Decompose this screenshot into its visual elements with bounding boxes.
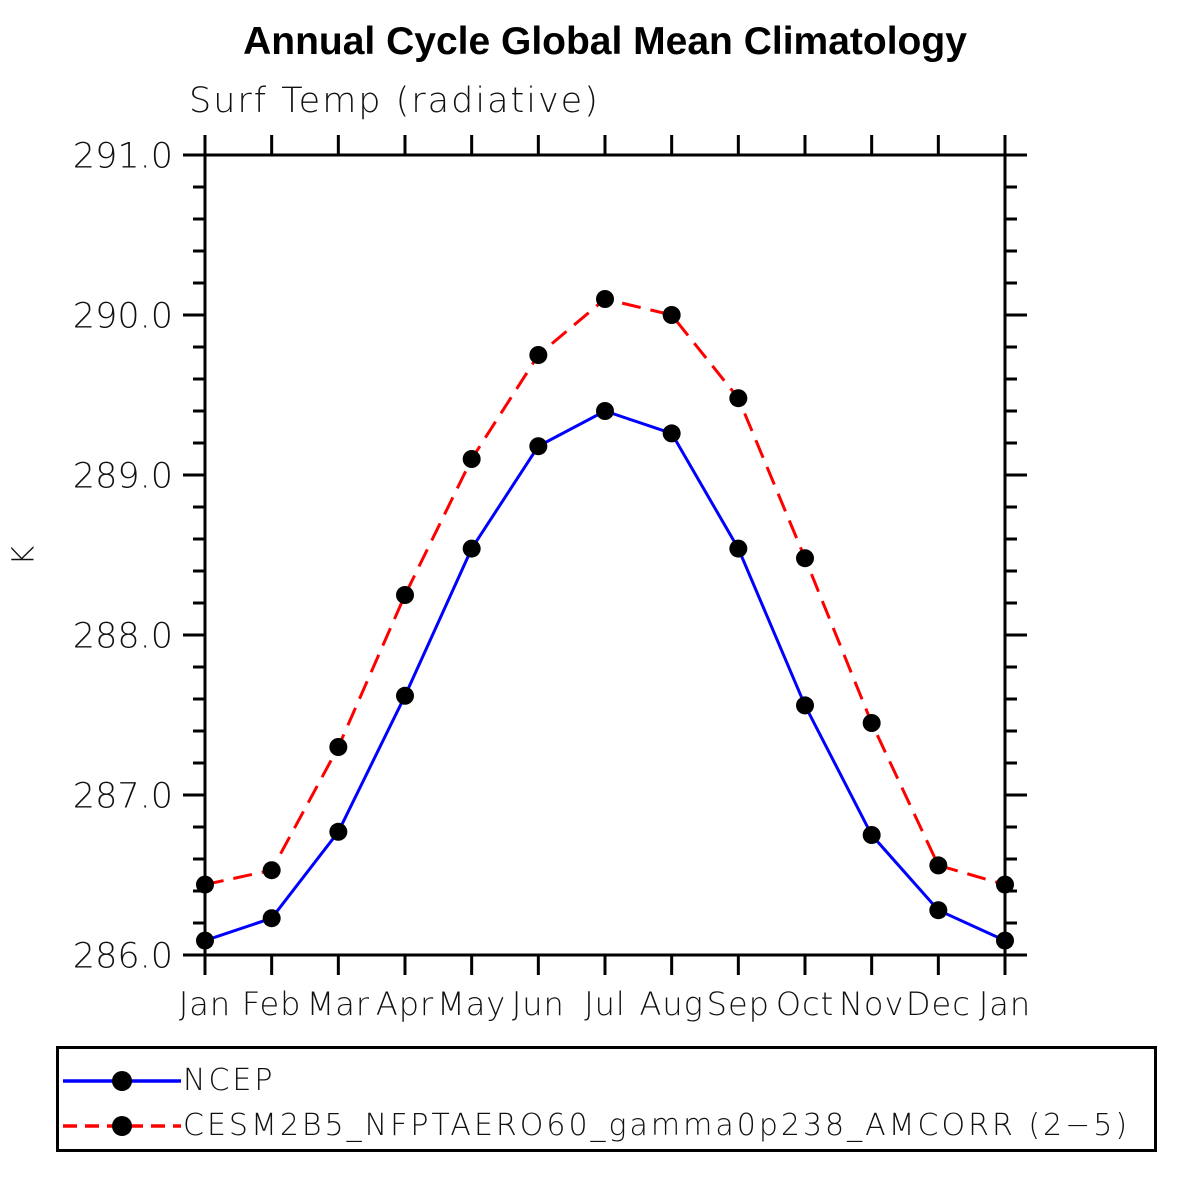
x-tick-label: Jan (979, 985, 1031, 1023)
y-axis-ticks (183, 153, 1027, 957)
x-tick-label: Aug (639, 985, 703, 1023)
legend-label-cesm: CESM2B5_NFPTAERO60_gamma0p238_AMCORR (2−… (183, 1108, 1131, 1143)
x-tick-label: Feb (242, 985, 302, 1023)
x-tick-label: Jul (584, 985, 626, 1023)
y-tick-label: 290.0 (73, 297, 173, 337)
legend-label-ncep: NCEP (183, 1063, 276, 1098)
x-tick-label: Jan (179, 985, 231, 1023)
series-line-1 (204, 297, 1006, 887)
y-tick-label: 287.0 (73, 777, 173, 817)
y-tick-label: 291.0 (73, 137, 173, 177)
legend-item-cesm: CESM2B5_NFPTAERO60_gamma0p238_AMCORR (2−… (59, 1104, 1154, 1147)
x-axis-ticks (203, 135, 1007, 975)
chart-subtitle: Surf Temp (radiative) (189, 81, 600, 121)
plot-frame (203, 153, 1007, 957)
legend-line-sample-solid (63, 1070, 181, 1091)
x-tick-label: Oct (776, 985, 834, 1023)
legend-line-sample-dashed (63, 1115, 181, 1136)
x-tick-label: Dec (906, 985, 971, 1023)
chart-title: Annual Cycle Global Mean Climatology (243, 20, 967, 63)
series-markers-1 (196, 290, 1014, 894)
y-tick-label: 289.0 (73, 457, 173, 497)
legend-item-ncep: NCEP (59, 1059, 1154, 1102)
x-tick-label: Apr (376, 985, 434, 1023)
series-line-0 (204, 409, 1006, 943)
y-tick-label: 286.0 (73, 937, 173, 977)
series-markers-0 (196, 402, 1014, 950)
y-tick-label: 288.0 (73, 617, 173, 657)
legend-box: NCEP CESM2B5_NFPTAERO60_gamma0p238_AMCOR… (56, 1046, 1157, 1152)
x-tick-label: Sep (707, 985, 770, 1023)
x-tick-label: Mar (307, 985, 370, 1023)
x-tick-label: Nov (839, 985, 904, 1023)
x-tick-label: Jun (512, 985, 565, 1023)
x-tick-label: May (437, 985, 506, 1023)
